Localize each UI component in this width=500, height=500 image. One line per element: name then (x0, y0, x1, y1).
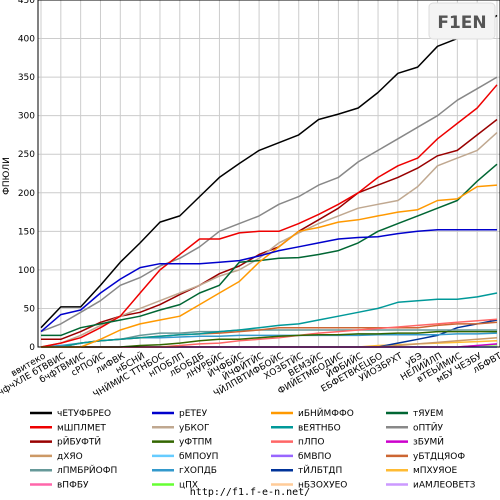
grid (38, 0, 500, 348)
legend-entry-label: дХЯО (57, 452, 83, 462)
legend-entry-label: зБУМЙ (413, 436, 444, 448)
legend-entry-label: уБТДЦЯОФ (413, 452, 465, 462)
series-line-19 (41, 340, 498, 348)
logo: F1EN (428, 2, 496, 40)
y-tick-label: 150 (18, 227, 35, 237)
legend-entry-label: тЯУЕМ (413, 409, 443, 419)
y-tick-label: 50 (24, 304, 36, 314)
legend-entry-label: гХОПДБ (179, 466, 217, 476)
y-axis-ticks: 0 50 100 150 200 250 300 350 400 450 (18, 0, 35, 353)
y-tick-label: 350 (18, 73, 35, 83)
plot-frame (37, 0, 500, 348)
legend-entry-label: мПХУЯОЕ (413, 466, 458, 476)
legend-entry-label: бМВПО (298, 452, 331, 462)
y-tick-label: 450 (18, 0, 35, 6)
series-lines (40, 14, 498, 348)
y-tick-label: 100 (18, 266, 35, 276)
series-line-6 (41, 292, 498, 348)
legend-entry-label: мШПЛМЕТ (57, 423, 106, 433)
legend-entry-label: рЙБУФТЙ (57, 436, 101, 448)
y-axis-title: ФПЮЛИ (2, 157, 12, 195)
series-line-8 (41, 118, 498, 341)
legend-entry-label: рЕТЕУ (179, 409, 208, 419)
series-line-9 (41, 330, 497, 348)
legend-entry-label: лПМБРЙОФП (57, 464, 117, 476)
legend-entry-label: уФТПМ (179, 438, 212, 448)
legend-entry-label: чЕТУФБРЕО (57, 409, 111, 419)
series-line-0 (40, 14, 498, 329)
series-line-3 (41, 163, 498, 337)
legend-entry-label: бМПОУП (179, 452, 218, 462)
y-tick-label: 300 (18, 112, 35, 122)
legend-entry-label: цПХ (179, 481, 198, 491)
legend-entry-label: вПФБУ (57, 481, 89, 491)
legend-entry-label: нБЗОХУЕО (298, 481, 347, 491)
y-tick-label: 400 (18, 35, 35, 45)
legend-entry-label: вЕЯТНБО (298, 423, 341, 433)
legend-entry-label: иБНЙМФФО (298, 407, 354, 419)
legend-entry-label: иАМЛЕОВЕТЗ (413, 481, 476, 491)
y-tick-label: 250 (18, 150, 35, 160)
legend: чЕТУФБРЕО рЕТЕУ иБНЙМФФО тЯУЕМ мШПЛМЕТ уБКОГ в… (30, 407, 476, 491)
y-tick-label: 0 (29, 343, 35, 353)
series-line-7 (40, 76, 498, 333)
y-tick-label: 200 (18, 189, 35, 199)
series-line-2 (41, 184, 498, 348)
legend-entry-label: пЛПО (298, 438, 325, 448)
legend-entry-label: оПТЙУ (413, 421, 444, 433)
legend-entry-label: тЙЛБТДП (298, 464, 342, 476)
legend-entry-label: уБКОГ (179, 423, 209, 433)
series-line-5 (40, 132, 498, 348)
series-line-4 (40, 84, 498, 348)
logo-background (428, 2, 496, 40)
series-line-1 (40, 229, 497, 333)
logo-text: F1EN (437, 13, 486, 33)
footer-url: http://f1.f-e-n.net/ (190, 487, 310, 498)
